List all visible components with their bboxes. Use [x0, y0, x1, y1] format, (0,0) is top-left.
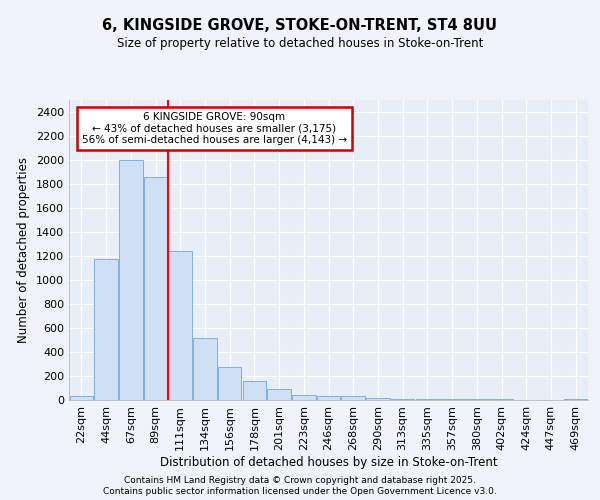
Bar: [144, 177, 167, 400]
Bar: [94, 259, 118, 400]
Bar: [218, 367, 241, 400]
Bar: [292, 394, 316, 400]
Bar: [242, 382, 266, 400]
Text: 6 KINGSIDE GROVE: 90sqm
← 43% of detached houses are smaller (3,175)
56% of semi: 6 KINGSIDE GROVE: 90sqm ← 43% of detache…: [82, 112, 347, 145]
Bar: [317, 396, 340, 400]
Bar: [366, 398, 389, 400]
Bar: [119, 160, 143, 400]
Text: 6, KINGSIDE GROVE, STOKE-ON-TRENT, ST4 8UU: 6, KINGSIDE GROVE, STOKE-ON-TRENT, ST4 8…: [103, 18, 497, 32]
Bar: [416, 399, 439, 400]
Bar: [169, 251, 192, 400]
Text: Size of property relative to detached houses in Stoke-on-Trent: Size of property relative to detached ho…: [117, 37, 483, 50]
X-axis label: Distribution of detached houses by size in Stoke-on-Trent: Distribution of detached houses by size …: [160, 456, 497, 468]
Text: Contains HM Land Registry data © Crown copyright and database right 2025.: Contains HM Land Registry data © Crown c…: [124, 476, 476, 485]
Y-axis label: Number of detached properties: Number of detached properties: [17, 157, 31, 343]
Bar: [341, 396, 365, 400]
Bar: [70, 396, 93, 400]
Text: Contains public sector information licensed under the Open Government Licence v3: Contains public sector information licen…: [103, 487, 497, 496]
Bar: [391, 399, 415, 400]
Bar: [193, 338, 217, 400]
Bar: [268, 389, 291, 400]
